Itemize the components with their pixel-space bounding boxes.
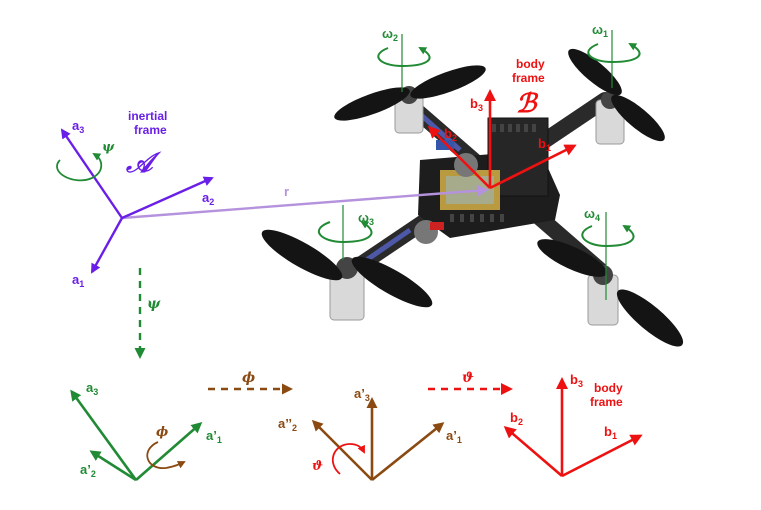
axis-label-a1: a1 <box>72 272 84 289</box>
rotor-2-spin: ω2 <box>377 26 431 92</box>
svg-text:ϑ: ϑ <box>312 459 323 474</box>
quadrotor-drone <box>261 48 684 347</box>
svg-text:body: body <box>594 381 623 395</box>
pitch-rotation-icon <box>331 443 365 475</box>
propeller-1 <box>568 48 665 142</box>
inertial-frame-label-line1: inertial <box>128 109 167 123</box>
body-frame-label-line1: body <box>516 57 545 71</box>
svg-text:ω2: ω2 <box>382 26 398 43</box>
axis-label-b3: b3 <box>470 96 483 113</box>
svg-text:b2: b2 <box>510 410 523 427</box>
svg-text:a’2: a’2 <box>80 462 96 479</box>
position-vector-r: r <box>121 184 489 220</box>
inertial-frame-symbol: 𝒜 <box>125 146 162 179</box>
rotor-4-spin: ω4 <box>581 206 635 300</box>
axis-label-b2: b2 <box>444 126 457 143</box>
body-frame-label-line2: frame <box>512 71 545 85</box>
svg-text:ϑ: ϑ <box>462 370 474 386</box>
svg-text:ω4: ω4 <box>584 206 600 223</box>
propeller-4 <box>537 239 684 347</box>
body-frame: b3 b2 b1 body frame ℬ <box>427 57 577 190</box>
roll-rotation-icon <box>146 441 186 469</box>
svg-text:ϕ: ϕ <box>156 425 168 440</box>
body-frame-symbol: ℬ <box>516 89 539 119</box>
inertial-frame-label-line2: frame <box>134 123 167 137</box>
svg-text:a’1: a’1 <box>206 428 222 445</box>
psi-transition: ψ <box>134 268 161 359</box>
svg-text:a’’2: a’’2 <box>278 416 297 433</box>
axis-label-a3: a3 <box>72 118 84 135</box>
theta-transition: ϑ <box>428 370 513 395</box>
final-body-frame: b3 b2 b1 body frame <box>503 372 643 478</box>
svg-text:ψ: ψ <box>102 140 115 155</box>
axis-label-b1: b1 <box>538 136 551 153</box>
intermediate-frame-1: ϕ a3 a’1 a’2 <box>70 380 222 482</box>
svg-text:a’3: a’3 <box>354 386 370 403</box>
svg-text:ω1: ω1 <box>592 22 608 39</box>
svg-text:a3: a3 <box>86 380 98 397</box>
svg-text:frame: frame <box>590 395 623 409</box>
svg-text:b1: b1 <box>604 424 617 441</box>
svg-text:ω3: ω3 <box>358 210 374 227</box>
axis-label-a2: a2 <box>202 190 214 207</box>
inertial-frame: ψ a3 a2 a1 inertial frame 𝒜 <box>56 109 214 289</box>
rotor-3-spin: ω3 <box>317 205 374 260</box>
rotor-1-spin: ω1 <box>587 22 641 88</box>
yaw-rotation-icon <box>56 152 103 182</box>
svg-text:a’1: a’1 <box>446 428 462 445</box>
svg-text:ϕ: ϕ <box>242 370 255 386</box>
position-vector-label: r <box>284 184 289 199</box>
intermediate-frame-2: ϑ a’3 a’’2 a’1 <box>278 386 462 482</box>
propeller-3 <box>261 229 433 308</box>
propeller-2 <box>334 65 486 121</box>
svg-text:ψ: ψ <box>147 296 161 312</box>
phi-transition: ϕ <box>208 370 293 395</box>
svg-text:b3: b3 <box>570 372 583 389</box>
